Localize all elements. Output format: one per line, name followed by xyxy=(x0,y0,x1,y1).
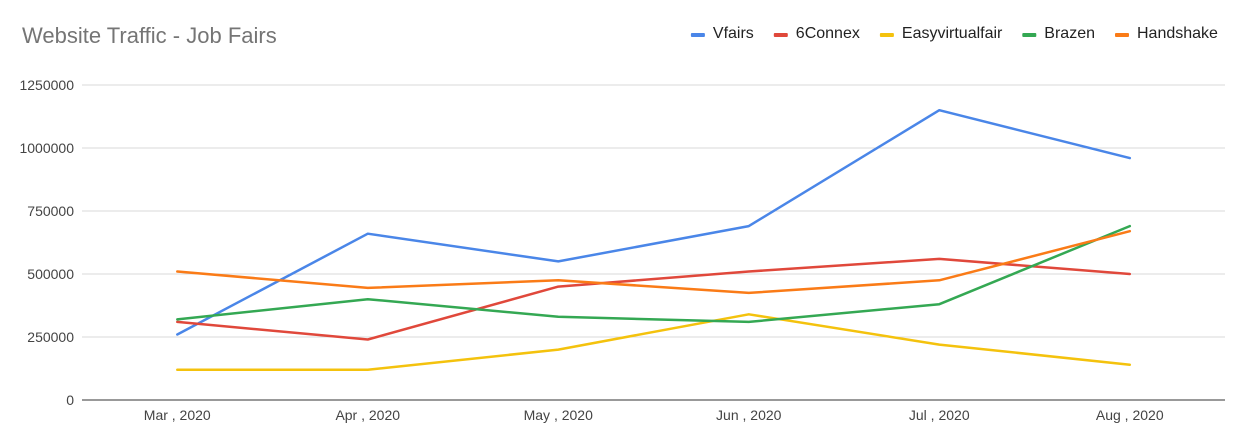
legend-label: Easyvirtualfair xyxy=(902,25,1003,42)
legend-item-vfairs: Vfairs xyxy=(690,25,754,42)
y-tick-label: 250000 xyxy=(27,329,74,345)
y-tick-label: 1000000 xyxy=(19,140,74,156)
x-tick-label: Jul , 2020 xyxy=(909,407,970,423)
legend-swatch xyxy=(773,33,788,37)
legend: Vfairs 6Connex Easyvirtualfair Brazen Handsh… xyxy=(690,25,1218,42)
series-line-6connex xyxy=(176,257,1132,341)
legend-item-6connex: 6Connex xyxy=(773,25,860,42)
legend-swatch xyxy=(1022,33,1037,37)
y-axis: 0 250000 500000 750000 1000000 1250000 xyxy=(19,77,74,408)
legend-label: Vfairs xyxy=(713,25,754,42)
x-tick-label: Jun , 2020 xyxy=(716,407,782,423)
legend-item-handshake: Handshake xyxy=(1115,25,1218,42)
grid xyxy=(82,84,1225,401)
series-line-easyvirtualfair xyxy=(176,313,1132,372)
legend-label: Brazen xyxy=(1044,25,1095,42)
chart-title: Website Traffic - Job Fairs xyxy=(22,23,277,48)
legend-label: Handshake xyxy=(1137,25,1218,42)
series-line-brazen xyxy=(176,224,1132,324)
legend-swatch xyxy=(879,33,894,37)
series-lines xyxy=(176,108,1132,372)
legend-swatch xyxy=(1115,33,1129,37)
x-tick-label: May , 2020 xyxy=(524,407,593,423)
legend-swatch xyxy=(690,33,705,37)
y-tick-label: 500000 xyxy=(27,266,74,282)
series-line-vfairs xyxy=(176,108,1132,336)
x-axis: Mar , 2020 Apr , 2020 May , 2020 Jun , 2020… xyxy=(144,407,1164,423)
y-tick-label: 1250000 xyxy=(19,77,74,93)
x-tick-label: Mar , 2020 xyxy=(144,407,211,423)
x-tick-label: Apr , 2020 xyxy=(335,407,400,423)
y-tick-label: 750000 xyxy=(27,203,74,219)
series-line-handshake xyxy=(176,229,1132,295)
legend-item-easyvirtualfair: Easyvirtualfair xyxy=(879,25,1003,42)
y-tick-label: 0 xyxy=(66,392,74,408)
legend-label: 6Connex xyxy=(796,25,860,42)
legend-item-brazen: Brazen xyxy=(1022,25,1095,42)
x-tick-label: Aug , 2020 xyxy=(1096,407,1164,423)
